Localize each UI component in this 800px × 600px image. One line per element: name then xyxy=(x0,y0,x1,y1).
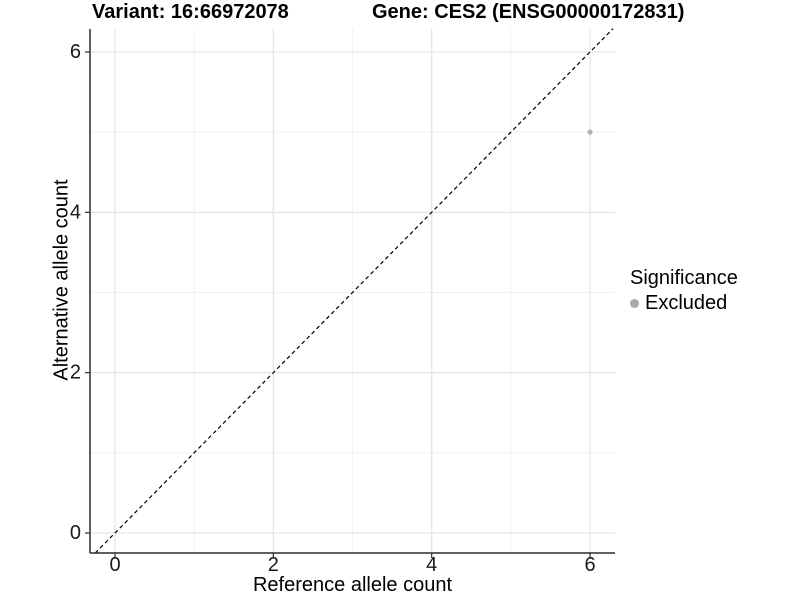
x-tick-label: 6 xyxy=(584,554,595,576)
x-axis-title: Reference allele count xyxy=(252,574,452,596)
x-tick-label: 4 xyxy=(426,554,437,576)
plot-title-variant: Variant: 16:66972078 xyxy=(92,1,289,23)
x-tick-label: 0 xyxy=(109,554,120,576)
y-tick-label: 6 xyxy=(70,41,81,63)
legend-entry-label: Excluded xyxy=(645,292,728,314)
y-tick-label: 0 xyxy=(70,522,81,544)
legend-entry: Excluded xyxy=(630,292,738,315)
y-tick-label: 2 xyxy=(70,362,81,384)
legend: Significance Excluded xyxy=(630,265,738,315)
legend-title: Significance xyxy=(630,267,738,289)
y-tick-label: 4 xyxy=(70,201,81,223)
y-axis-title: Alternative allele count xyxy=(50,179,73,381)
data-point xyxy=(587,129,593,135)
x-tick-label: 2 xyxy=(268,554,279,576)
identity-line xyxy=(94,28,614,554)
legend-point-icon xyxy=(630,299,639,308)
plot-title-gene: Gene: CES2 (ENSG00000172831) xyxy=(372,1,685,23)
